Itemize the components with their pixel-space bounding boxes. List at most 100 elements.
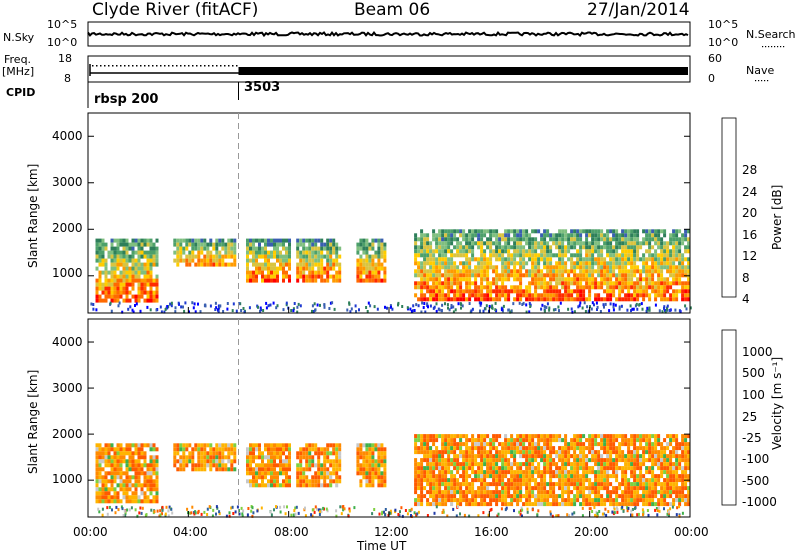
velocity-cell [447, 438, 451, 443]
velocity-cell [621, 438, 625, 443]
velocity-cell [582, 434, 586, 439]
power-cell [459, 273, 463, 278]
velocity-cell [570, 442, 574, 447]
velocity-ground-scatter [348, 509, 351, 513]
power-cell [654, 265, 658, 270]
velocity-cell [585, 498, 589, 503]
power-cell [669, 285, 673, 290]
velocity-cell [314, 443, 318, 448]
velocity-cell [288, 479, 291, 484]
power-cell [113, 254, 117, 259]
power-cell [311, 246, 315, 251]
velocity-cell [444, 494, 448, 499]
velocity-cell [642, 454, 646, 459]
power-cell [282, 262, 285, 267]
velocity-cell [308, 455, 312, 460]
power-cell [185, 246, 189, 251]
power-cell [95, 250, 99, 255]
velocity-cell [453, 454, 457, 459]
velocity-cell [128, 475, 132, 480]
power-cell [459, 285, 463, 290]
power-cell [362, 250, 366, 255]
power-cell [417, 269, 421, 274]
velocity-cell [365, 463, 369, 468]
power-cell [549, 257, 553, 262]
velocity-cell [273, 471, 276, 476]
power-cell [618, 253, 622, 258]
velocity-cell [552, 474, 556, 479]
power-cell [474, 277, 478, 282]
power-cell [456, 249, 460, 254]
velocity-cell [417, 466, 421, 471]
velocity-cell [125, 475, 129, 480]
power-cell [326, 254, 330, 259]
velocity-cell [621, 434, 625, 439]
power-cell [368, 246, 372, 251]
velocity-cell [110, 483, 114, 488]
power-cell [624, 249, 628, 254]
velocity-cell [501, 446, 505, 451]
power-cell [645, 237, 649, 242]
power-cell [438, 277, 442, 282]
power-cell [675, 293, 679, 298]
power-cell [305, 246, 309, 251]
power-cell [438, 257, 442, 262]
power-cell [507, 293, 511, 298]
velocity-cell [633, 466, 637, 471]
velocity-cell [651, 494, 655, 499]
velocity-cell [606, 450, 610, 455]
power-cell [209, 250, 213, 255]
velocity-cell [119, 443, 123, 448]
velocity-ground-scatter [156, 509, 159, 513]
power-cell [498, 249, 502, 254]
power-cell [423, 241, 427, 246]
velocity-cell [552, 494, 556, 499]
power-cell [468, 269, 472, 274]
velocity-cell [534, 466, 538, 471]
power-cell [426, 237, 430, 242]
velocity-cell [486, 494, 490, 499]
power-cell [543, 277, 547, 282]
velocity-cell [525, 462, 529, 467]
x-axis-label: Time UT [357, 539, 407, 553]
velocity-cell [570, 454, 574, 459]
velocity-ground-scatter [164, 512, 167, 516]
velocity-cell [261, 467, 264, 472]
power-ground-scatter [591, 301, 594, 305]
power-cell [320, 278, 324, 283]
power-cell [558, 273, 562, 278]
power-cell [468, 285, 472, 290]
velocity-cell [101, 495, 105, 500]
power-cell [450, 241, 454, 246]
velocity-cell [320, 467, 324, 472]
power-cell [678, 273, 682, 278]
power-cell [666, 297, 670, 302]
power-cell [621, 289, 625, 294]
velocity-cell [104, 483, 108, 488]
velocity-cell [197, 463, 201, 468]
power-cell [104, 298, 108, 303]
power-cell [516, 237, 520, 242]
power-cell [435, 261, 439, 266]
freq-dot [160, 65, 162, 67]
power-ground-scatter [155, 308, 158, 312]
power-cell [365, 262, 369, 267]
power-cell [591, 245, 595, 250]
power-ytick: 3000 [52, 175, 83, 189]
velocity-cell [209, 455, 213, 460]
power-cell [486, 285, 490, 290]
power-cell [546, 273, 550, 278]
power-cell [119, 286, 123, 291]
velocity-cell [603, 474, 607, 479]
velocity-cell [423, 466, 427, 471]
power-cell [504, 249, 508, 254]
velocity-cell [356, 451, 360, 456]
velocity-cell [261, 483, 264, 488]
power-cell [465, 253, 469, 258]
power-cell [119, 278, 123, 283]
nsearch-dot [765, 46, 767, 48]
power-cell [534, 277, 538, 282]
velocity-ground-scatter [455, 514, 458, 518]
power-cell [507, 229, 511, 234]
power-cell [426, 289, 430, 294]
